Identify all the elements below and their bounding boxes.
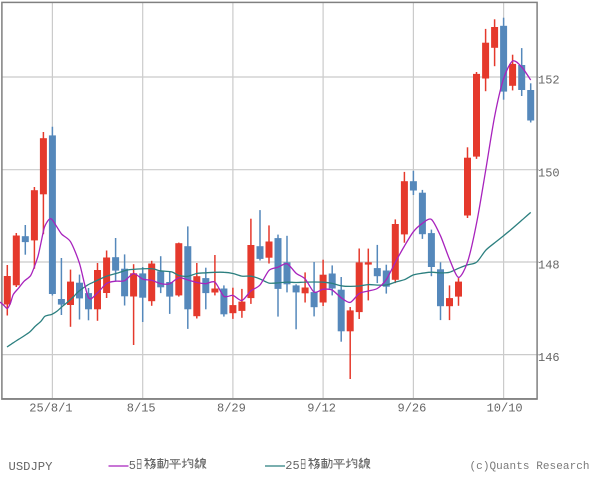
svg-text:25/8/1: 25/8/1 <box>29 402 72 416</box>
svg-text:150: 150 <box>538 166 560 180</box>
svg-text:148: 148 <box>538 259 560 273</box>
svg-text:(c)Quants Research: (c)Quants Research <box>470 461 590 473</box>
svg-text:8/29: 8/29 <box>217 402 246 416</box>
svg-text:152: 152 <box>538 74 560 88</box>
svg-text:USDJPY: USDJPY <box>9 460 54 474</box>
svg-text:25: 25 <box>285 459 299 473</box>
svg-text:146: 146 <box>538 351 560 365</box>
svg-text:9/26: 9/26 <box>398 402 427 416</box>
svg-text:5: 5 <box>129 459 136 473</box>
svg-text:8/15: 8/15 <box>127 402 156 416</box>
svg-text:10/10: 10/10 <box>487 402 523 416</box>
svg-text:9/12: 9/12 <box>307 402 336 416</box>
